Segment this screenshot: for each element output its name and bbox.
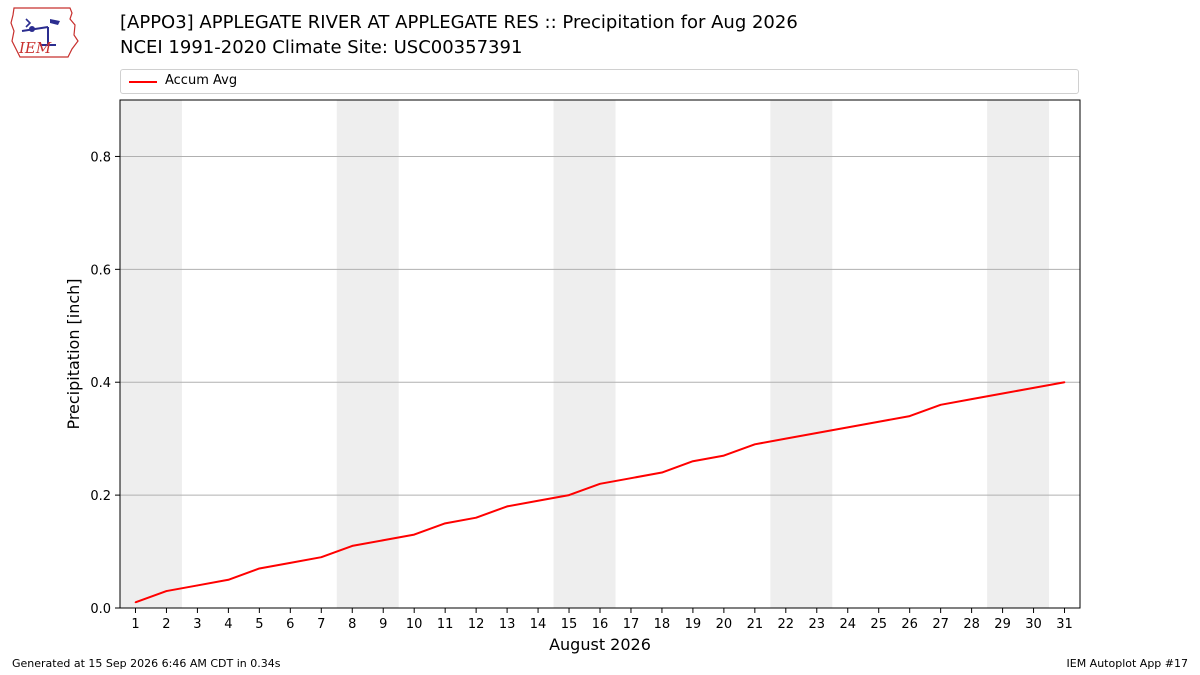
x-tick-label: 23 bbox=[809, 617, 826, 632]
data-point bbox=[599, 483, 601, 485]
x-tick-label: 15 bbox=[561, 617, 578, 632]
x-tick-label: 25 bbox=[870, 617, 887, 632]
data-point bbox=[537, 499, 539, 502]
data-point bbox=[568, 494, 570, 496]
weekend-band-4 bbox=[987, 100, 1050, 608]
data-point bbox=[630, 477, 632, 479]
data-point bbox=[877, 420, 880, 423]
x-tick-label: 19 bbox=[685, 617, 702, 632]
data-point bbox=[320, 556, 323, 558]
legend-swatch-accum-avg bbox=[129, 81, 157, 83]
data-point bbox=[165, 590, 168, 592]
chart-subtitle: NCEI 1991-2020 Climate Site: USC00357391 bbox=[120, 37, 523, 58]
x-tick-label: 17 bbox=[623, 617, 640, 632]
y-tick-label: 0.2 bbox=[90, 489, 111, 504]
x-tick-label: 26 bbox=[901, 617, 918, 632]
x-tick-label: 30 bbox=[1025, 617, 1042, 632]
y-axis-label: Precipitation [inch] bbox=[64, 278, 83, 429]
data-point bbox=[846, 426, 849, 429]
data-point bbox=[692, 460, 694, 463]
data-point bbox=[444, 522, 446, 525]
x-tick-label: 24 bbox=[839, 617, 856, 632]
iem-logo: IEM bbox=[10, 7, 79, 58]
x-tick-label: 5 bbox=[255, 617, 263, 632]
x-tick-label: 31 bbox=[1056, 617, 1073, 632]
x-tick-label: 29 bbox=[994, 617, 1011, 632]
data-point bbox=[754, 443, 756, 446]
data-point bbox=[939, 404, 942, 406]
x-tick-label: 10 bbox=[406, 617, 423, 632]
data-point bbox=[1032, 387, 1035, 389]
y-tick-label: 0.6 bbox=[90, 263, 111, 278]
logo-text: IEM bbox=[18, 39, 52, 57]
weekend-band-1 bbox=[336, 100, 399, 608]
y-tick-label: 0.0 bbox=[90, 602, 111, 617]
data-point bbox=[723, 454, 725, 457]
data-point bbox=[196, 584, 199, 587]
x-tick-label: 16 bbox=[592, 617, 609, 632]
data-point bbox=[661, 471, 663, 474]
data-point bbox=[382, 539, 385, 542]
x-tick-label: 14 bbox=[530, 617, 547, 632]
x-tick-label: 22 bbox=[778, 617, 795, 632]
data-point bbox=[475, 516, 477, 519]
data-point bbox=[908, 415, 911, 417]
x-tick-label: 7 bbox=[317, 617, 325, 632]
weekend-band-3 bbox=[770, 100, 833, 608]
data-point bbox=[970, 398, 973, 400]
y-tick-label: 0.8 bbox=[90, 150, 111, 165]
x-tick-label: 28 bbox=[963, 617, 980, 632]
x-axis-label: August 2026 bbox=[549, 635, 651, 654]
x-tick-label: 2 bbox=[162, 617, 170, 632]
x-tick-label: 6 bbox=[286, 617, 294, 632]
x-tick-label: 3 bbox=[193, 617, 201, 632]
data-point bbox=[134, 601, 137, 604]
data-point bbox=[506, 505, 508, 508]
footer-generated-text: Generated at 15 Sep 2026 6:46 AM CDT in … bbox=[12, 657, 281, 670]
data-point bbox=[413, 533, 415, 536]
data-point bbox=[258, 567, 261, 570]
x-tick-label: 18 bbox=[654, 617, 671, 632]
x-tick-label: 11 bbox=[437, 617, 454, 632]
plot-frame bbox=[119, 99, 1081, 609]
data-point bbox=[289, 562, 292, 564]
footer-app-text: IEM Autoplot App #17 bbox=[1066, 657, 1189, 670]
x-tick-label: 13 bbox=[499, 617, 516, 632]
data-point bbox=[1063, 381, 1066, 384]
x-tick-label: 4 bbox=[224, 617, 232, 632]
x-tick-label: 20 bbox=[716, 617, 733, 632]
data-point bbox=[227, 578, 230, 581]
legend: Accum Avg bbox=[120, 69, 1079, 94]
data-point bbox=[1001, 392, 1004, 395]
weekend-band-2 bbox=[553, 100, 616, 608]
x-tick-label: 8 bbox=[348, 617, 356, 632]
x-tick-label: 12 bbox=[468, 617, 485, 632]
x-tick-label: 9 bbox=[379, 617, 387, 632]
data-point bbox=[785, 437, 787, 440]
x-tick-label: 1 bbox=[131, 617, 139, 632]
data-point bbox=[815, 432, 818, 434]
weekend-band-0 bbox=[120, 100, 182, 608]
x-tick-label: 27 bbox=[932, 617, 949, 632]
x-tick-label: 21 bbox=[747, 617, 764, 632]
data-point bbox=[351, 545, 354, 547]
chart-title: [APPO3] APPLEGATE RIVER AT APPLEGATE RES… bbox=[120, 12, 798, 33]
y-tick-label: 0.4 bbox=[90, 376, 111, 391]
legend-label-accum-avg: Accum Avg bbox=[165, 73, 238, 88]
